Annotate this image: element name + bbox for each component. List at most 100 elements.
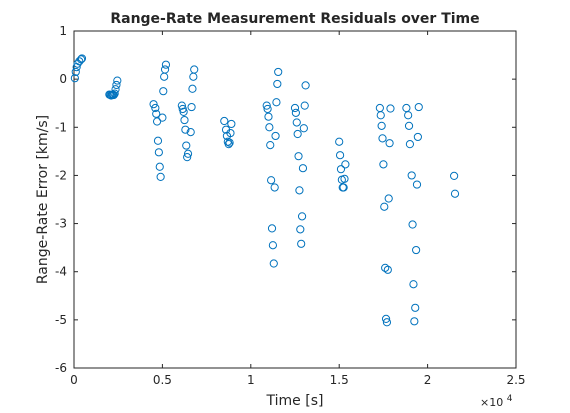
data-point [336,165,346,174]
data-point [335,151,345,160]
data-point [152,109,161,118]
y-tick-label: -3 [55,217,67,231]
data-point [412,180,422,189]
data-point [156,172,165,181]
data-point [376,111,385,120]
data-point [384,194,393,203]
data-point [159,87,168,96]
data-point [299,124,308,133]
data-point [262,101,271,110]
data-point [293,129,302,139]
data-point [220,116,229,126]
data-point [160,65,170,74]
data-point [182,141,191,150]
x-axis-exponent-base: ×10 [480,396,503,409]
data-point [274,67,283,77]
data-point [379,160,388,169]
data-point [404,111,413,120]
data-point [450,171,459,181]
data-point [290,103,300,113]
data-point [407,171,416,180]
data-point [297,239,306,248]
x-tick-label: 1.5 [330,373,349,387]
data-point [190,65,199,74]
data-point [450,189,460,198]
x-tick-label: 2.5 [506,373,525,387]
data-point [381,263,390,272]
y-tick-label: -5 [55,313,67,327]
data-point [183,153,192,162]
x-axis-ticks: 0 0.5 1 1.5 2 2.5 [70,31,526,387]
data-point [269,259,278,268]
y-tick-label: -6 [55,361,67,375]
data-point [264,112,273,121]
data-point [413,132,422,142]
data-point [414,102,423,112]
x-axis-exponent: ×10 4 [480,394,513,409]
data-point [113,76,122,85]
plot-area: 0 0.5 1 1.5 2 2.5 -6 -5 -4 -3 -2 -1 0 1 [55,24,526,387]
data-point [160,72,169,81]
data-point [161,60,171,69]
data-point [75,57,84,66]
data-point [179,107,188,116]
x-tick-label: 2 [424,373,432,387]
data-point [335,137,344,146]
data-point [381,314,391,323]
data-point [267,224,277,233]
data-point [227,119,236,129]
data-point [267,176,276,185]
x-tick-label: 0 [70,373,78,387]
chart-title: Range-Rate Measurement Residuals over Ti… [110,11,479,27]
data-point [386,104,395,113]
data-point [189,72,198,81]
data-point [77,54,87,63]
data-point [297,212,307,221]
y-tick-label: 0 [59,72,67,86]
data-point [154,148,163,157]
data-point [339,183,348,192]
x-axis-exponent-power: 4 [507,394,513,404]
data-point [186,128,195,137]
data-point [301,81,310,90]
data-point [404,121,414,130]
data-point [341,160,350,169]
data-point [151,103,160,113]
axes-box [73,30,517,369]
data-point [300,101,309,110]
data-point [76,55,86,64]
data-point [152,117,162,126]
data-point [382,318,392,327]
data-point [409,280,418,289]
data-point [380,202,389,211]
data-point [411,303,420,312]
data-point [149,100,158,109]
y-tick-label: -2 [55,168,67,182]
data-point [402,103,411,113]
y-tick-label: -1 [55,120,67,134]
data-point [112,80,121,90]
data-point [187,102,196,112]
data-point [153,136,163,145]
x-tick-label: 1 [247,373,255,387]
data-point [377,121,386,130]
data-point [266,140,275,150]
data-point [408,220,417,229]
data-point [410,317,419,326]
data-point [109,90,118,100]
data-point [378,134,387,143]
data-point [271,131,280,141]
data-point [71,67,80,77]
data-point [181,125,190,134]
y-axis-label: Range-Rate Error [km/s] [35,115,51,284]
data-point [292,118,301,127]
data-point [412,245,421,255]
data-point [405,140,415,149]
data-point [273,79,282,89]
data-point [383,265,392,274]
data-point [268,241,277,250]
y-axis-ticks: -6 -5 -4 -3 -2 -1 0 1 [55,24,516,375]
data-point [295,186,304,195]
y-tick-label: -4 [55,265,67,279]
data-point [224,140,233,149]
